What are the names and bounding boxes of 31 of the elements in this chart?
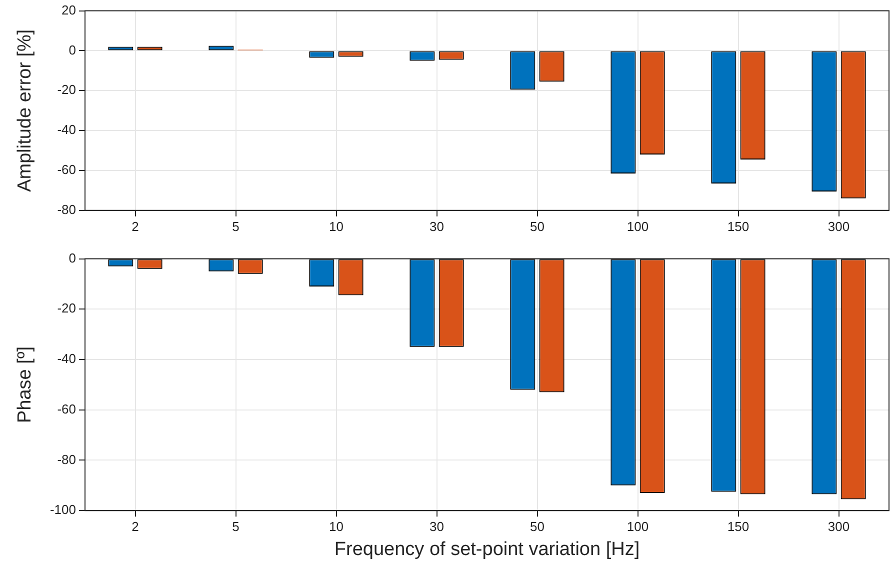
y-axis-title: Phase [º] bbox=[14, 346, 36, 424]
x-tick-label: 10 bbox=[329, 218, 344, 234]
y-tick-label: -80 bbox=[57, 452, 76, 467]
y-tick-label: -40 bbox=[57, 351, 76, 366]
y-tick-label: -60 bbox=[57, 162, 76, 178]
x-tick-label: 30 bbox=[430, 518, 444, 534]
x-tick-label: 5 bbox=[232, 518, 240, 534]
x-tick-label: 300 bbox=[828, 218, 850, 234]
y-tick-label: -20 bbox=[57, 82, 76, 98]
y-tick-label: 20 bbox=[62, 2, 76, 18]
y-tick-label: 0 bbox=[68, 42, 76, 58]
x-tick-label: 50 bbox=[530, 518, 544, 534]
x-tick-label: 50 bbox=[530, 218, 544, 234]
x-tick-label: 5 bbox=[232, 218, 240, 234]
x-tick-label: 30 bbox=[430, 218, 444, 234]
x-tick-label: 150 bbox=[727, 218, 750, 234]
y-tick-label: -100 bbox=[50, 502, 76, 518]
y-axis-title: Amplitude error [%] bbox=[14, 29, 36, 192]
x-tick-label: 100 bbox=[626, 518, 649, 534]
y-tick-label: -80 bbox=[57, 202, 76, 217]
y-tick-label: 0 bbox=[68, 250, 76, 266]
x-tick-label: 2 bbox=[132, 518, 139, 534]
x-tick-label: 150 bbox=[727, 518, 750, 534]
y-tick-label: -40 bbox=[57, 122, 76, 138]
y-tick-label: -60 bbox=[57, 401, 76, 416]
x-axis-title: Frequency of set-point variation [Hz] bbox=[334, 538, 640, 560]
x-tick-label: 10 bbox=[329, 518, 344, 534]
y-tick-label: -20 bbox=[57, 300, 76, 316]
x-tick-label: 100 bbox=[626, 218, 649, 234]
x-tick-label: 2 bbox=[132, 218, 139, 234]
x-tick-label: 300 bbox=[828, 518, 850, 534]
